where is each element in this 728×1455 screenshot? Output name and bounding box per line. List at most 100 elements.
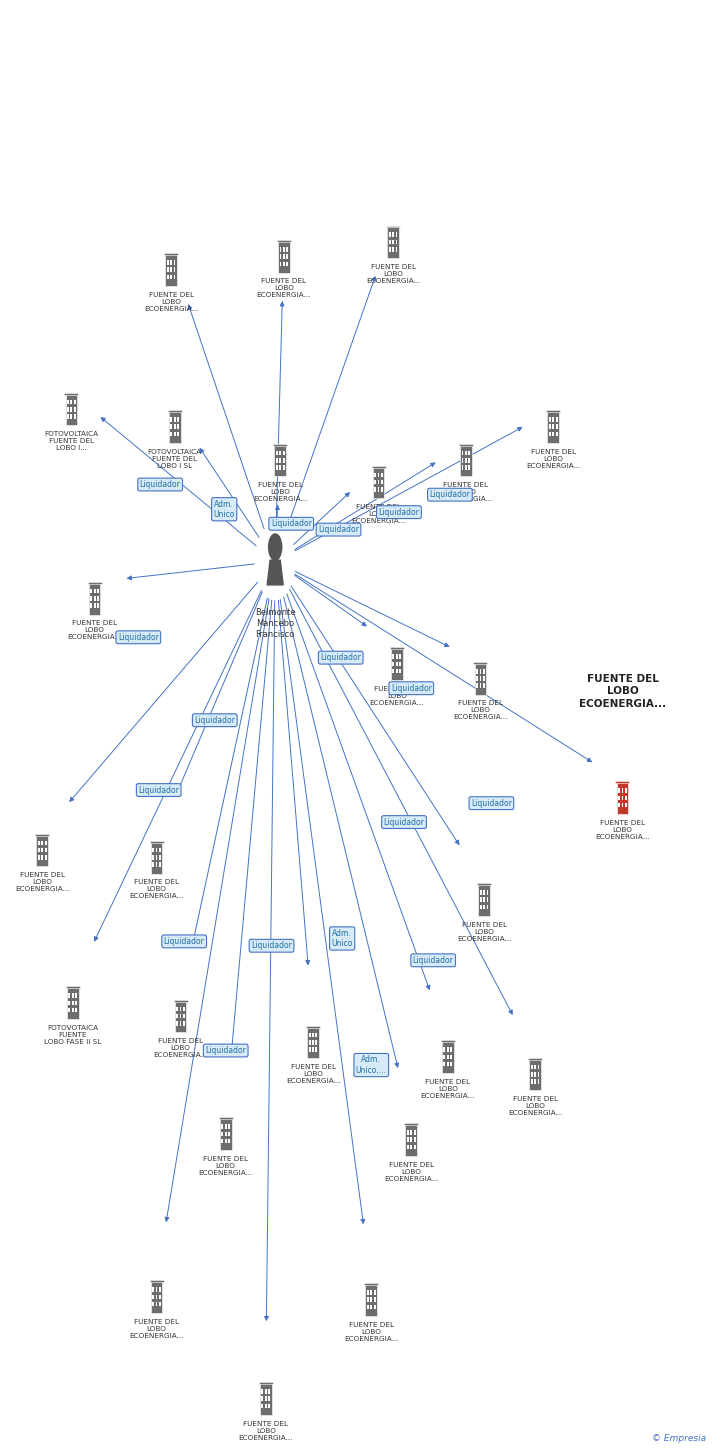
Bar <box>167 268 169 272</box>
Text: FUENTE DEL
LOBO
ECOENERGIA...: FUENTE DEL LOBO ECOENERGIA... <box>199 1155 253 1176</box>
Bar <box>67 986 79 1018</box>
Bar <box>159 848 161 853</box>
Bar <box>378 487 379 492</box>
Bar <box>309 1040 311 1045</box>
Bar <box>283 255 285 259</box>
Bar <box>173 260 175 265</box>
Bar <box>265 1390 266 1394</box>
Bar <box>174 425 175 429</box>
Bar <box>221 1132 223 1136</box>
Bar <box>443 1062 446 1067</box>
Bar <box>307 1026 319 1058</box>
Bar <box>465 466 467 470</box>
Bar <box>392 247 394 252</box>
Bar <box>534 1065 536 1069</box>
Bar <box>177 418 179 422</box>
Text: Liquidador: Liquidador <box>194 716 235 725</box>
Bar <box>164 253 178 255</box>
Text: Belmonte
Mancebo
Francisco: Belmonte Mancebo Francisco <box>255 608 296 639</box>
Bar <box>165 253 177 285</box>
Text: Liquidador: Liquidador <box>138 786 179 794</box>
Bar <box>381 480 383 485</box>
Bar <box>159 1295 161 1299</box>
Text: Liquidador: Liquidador <box>318 525 359 534</box>
Bar <box>371 1305 372 1310</box>
Bar <box>75 994 77 998</box>
Bar <box>261 1390 264 1394</box>
Bar <box>286 262 288 266</box>
Text: FUENTE DEL
LOBO
ECOENERGIA...: FUENTE DEL LOBO ECOENERGIA... <box>454 700 507 720</box>
Bar <box>283 262 285 266</box>
Bar <box>268 1397 270 1401</box>
Bar <box>180 1021 181 1026</box>
Bar <box>312 1048 314 1052</box>
Bar <box>483 684 485 688</box>
Bar <box>228 1125 230 1129</box>
Bar <box>174 418 175 422</box>
Bar <box>528 1058 542 1059</box>
Bar <box>173 275 175 279</box>
Text: Liquidador: Liquidador <box>118 633 159 642</box>
Bar <box>38 848 40 853</box>
Bar <box>66 986 80 988</box>
Text: FUENTE DEL
LOBO
ECOENERGIA...: FUENTE DEL LOBO ECOENERGIA... <box>596 819 649 840</box>
Bar <box>465 458 467 463</box>
Bar <box>549 432 551 436</box>
Bar <box>72 1001 74 1005</box>
Bar <box>531 1080 533 1084</box>
Bar <box>156 848 157 853</box>
Bar <box>75 1008 77 1013</box>
Bar <box>395 240 397 244</box>
Bar <box>462 466 464 470</box>
Bar <box>149 1280 164 1282</box>
Bar <box>282 451 285 455</box>
Bar <box>152 863 154 867</box>
Bar <box>180 1014 181 1018</box>
Bar <box>465 451 467 455</box>
Bar <box>94 604 95 608</box>
Bar <box>399 655 401 659</box>
Text: FOTOVOLTAICA
FUENTE DEL
LOBO I SL: FOTOVOLTAICA FUENTE DEL LOBO I SL <box>148 448 202 469</box>
Bar <box>183 1007 185 1011</box>
Bar <box>274 444 286 476</box>
Text: FUENTE DEL
LOBO
ECOENERGIA...: FUENTE DEL LOBO ECOENERGIA... <box>344 1321 398 1342</box>
Bar <box>389 233 391 237</box>
Bar <box>477 883 491 885</box>
Text: FUENTE DEL
LOBO
ECOENERGIA...: FUENTE DEL LOBO ECOENERGIA... <box>253 482 307 502</box>
Text: FUENTE DEL
LOBO
ECOENERGIA...: FUENTE DEL LOBO ECOENERGIA... <box>579 674 666 709</box>
Bar <box>537 1072 539 1077</box>
Bar <box>447 1055 448 1059</box>
Bar <box>392 655 395 659</box>
Bar <box>265 1404 266 1408</box>
Text: Adm.
Unico: Adm. Unico <box>213 499 235 519</box>
Bar <box>480 905 482 909</box>
Bar <box>392 662 395 666</box>
Bar <box>315 1040 317 1045</box>
Text: Liquidador: Liquidador <box>205 1046 246 1055</box>
Bar <box>286 255 288 259</box>
Bar <box>170 432 173 436</box>
Bar <box>405 1123 417 1155</box>
Text: FUENTE DEL
LOBO
ECOENERGIA...: FUENTE DEL LOBO ECOENERGIA... <box>366 263 420 284</box>
Bar <box>151 1280 162 1312</box>
Bar <box>315 1033 317 1037</box>
Bar <box>622 796 623 800</box>
Bar <box>483 898 485 902</box>
Bar <box>173 1000 188 1001</box>
Bar <box>66 393 77 425</box>
Bar <box>381 473 383 477</box>
Bar <box>476 677 478 681</box>
Text: FUENTE DEL
LOBO
ECOENERGIA...: FUENTE DEL LOBO ECOENERGIA... <box>421 1078 475 1099</box>
Bar <box>486 898 488 902</box>
Bar <box>282 466 285 470</box>
Bar <box>278 240 290 272</box>
Bar <box>280 451 281 455</box>
Bar <box>396 669 397 674</box>
Bar <box>553 418 554 422</box>
Bar <box>176 1014 178 1018</box>
Bar <box>170 268 172 272</box>
Bar <box>280 466 281 470</box>
Bar <box>450 1062 452 1067</box>
Bar <box>68 1001 71 1005</box>
Bar <box>44 848 47 853</box>
